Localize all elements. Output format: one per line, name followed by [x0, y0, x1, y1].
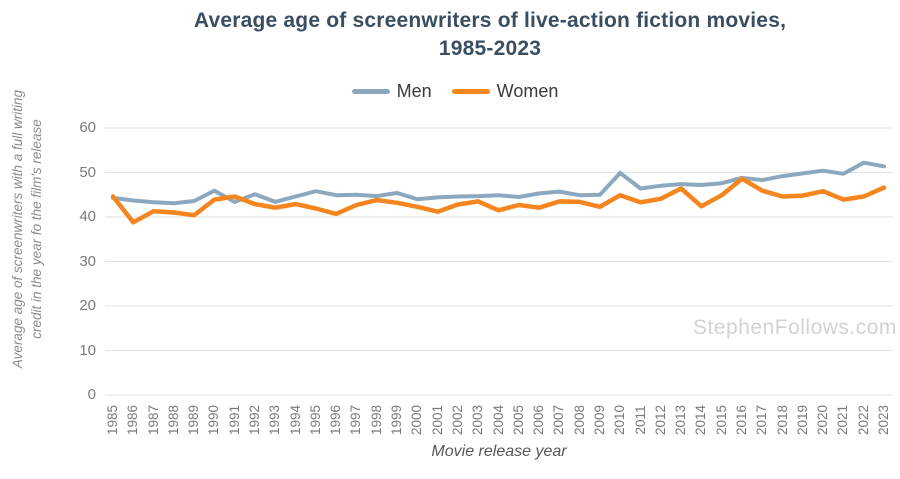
legend-label-men: Men: [396, 80, 432, 101]
x-axis-title: Movie release year: [431, 443, 567, 460]
y-tick-label: 60: [79, 119, 96, 136]
chart-title-line2: 1985-2023: [438, 37, 542, 60]
women-line-swatch-icon: [451, 88, 490, 94]
watermark: StephenFollows.com: [693, 316, 897, 339]
y-tick-label: 50: [79, 163, 96, 181]
chart-title: Average age of screenwriters of live-act…: [80, 7, 900, 63]
legend-item-women: Women: [451, 80, 559, 102]
y-tick-label: 0: [87, 386, 96, 403]
legend: Men Women: [80, 78, 830, 104]
legend-item-men: Men: [351, 80, 432, 102]
y-tick-label: 40: [79, 208, 96, 225]
y-tick-label: 20: [79, 297, 96, 314]
legend-label-women: Women: [496, 80, 559, 101]
y-tick-label: 30: [79, 252, 96, 270]
chart-title-line1: Average age of screenwriters of live-act…: [193, 9, 787, 32]
series-line-women: [110, 176, 887, 225]
y-tick-label: 10: [79, 341, 96, 359]
men-line-swatch-icon: [351, 88, 390, 94]
